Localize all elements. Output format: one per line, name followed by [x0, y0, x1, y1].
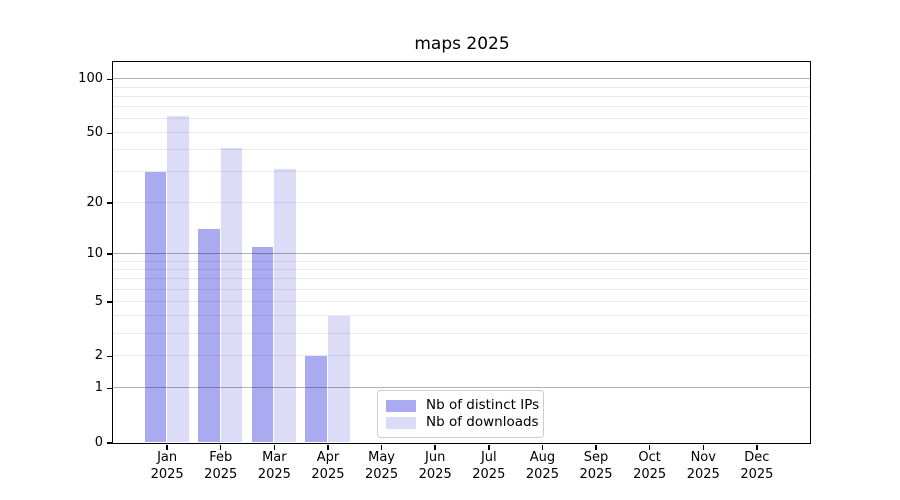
legend-label-downloads: Nb of downloads — [426, 414, 539, 430]
x-tick-mark — [327, 444, 329, 450]
gridline-minor — [113, 202, 810, 204]
x-tick-label-may: May 2025 — [365, 450, 399, 482]
x-tick-label-aug: Aug 2025 — [525, 450, 559, 482]
legend-swatch-downloads — [386, 416, 416, 429]
bar-downloads-jan — [167, 116, 189, 443]
gridline-minor — [113, 171, 810, 173]
x-tick-label-jul: Jul 2025 — [472, 450, 506, 482]
x-tick-mark — [541, 444, 544, 450]
x-tick-label-nov: Nov 2025 — [686, 450, 720, 482]
y-tick-label: 100 — [78, 71, 103, 87]
x-tick-mark — [488, 444, 490, 450]
x-tick-label-apr: Apr 2025 — [311, 450, 345, 482]
bar-distinct-ips-mar — [251, 246, 274, 443]
y-tick-mark — [106, 253, 113, 255]
x-tick-label-oct: Oct 2025 — [633, 450, 667, 482]
plot-area — [112, 60, 811, 444]
gridline-minor — [113, 86, 810, 88]
y-tick-mark — [106, 202, 113, 204]
bar-distinct-ips-feb — [198, 229, 220, 443]
x-tick-mark — [434, 444, 436, 450]
y-tick-mark — [106, 387, 113, 390]
y-tick-label: 1 — [94, 380, 103, 396]
x-tick-label-jun: Jun 2025 — [418, 450, 452, 482]
legend-item-downloads: Nb of downloads — [386, 414, 539, 431]
x-tick-mark — [648, 444, 651, 450]
gridline-minor — [113, 149, 810, 151]
bar-distinct-ips-jan — [144, 171, 166, 443]
x-tick-mark — [380, 444, 383, 450]
bar-distinct-ips-apr — [305, 355, 327, 443]
bar-downloads-mar — [274, 169, 296, 443]
x-tick-label-jan: Jan 2025 — [150, 450, 184, 482]
bar-downloads-apr — [328, 315, 350, 443]
x-tick-mark — [756, 444, 758, 450]
x-tick-label-feb: Feb 2025 — [204, 450, 238, 482]
x-tick-mark — [273, 444, 276, 450]
y-tick-mark — [106, 301, 113, 303]
y-tick-mark — [106, 442, 113, 444]
y-tick-label: 0 — [94, 435, 103, 450]
gridline-minor — [113, 118, 810, 120]
x-tick-label-mar: Mar 2025 — [257, 450, 291, 482]
chart-title: maps 2025 — [414, 34, 510, 54]
legend-item-distinct-ips: Nb of distinct IPs — [386, 397, 539, 414]
x-tick-mark — [219, 444, 222, 450]
gridline-minor — [113, 132, 810, 134]
gridline-minor — [113, 106, 810, 108]
x-tick-label-sep: Sep 2025 — [579, 450, 613, 482]
legend: Nb of distinct IPs Nb of downloads — [377, 390, 544, 438]
y-tick-label: 20 — [86, 195, 103, 211]
x-tick-mark — [595, 444, 597, 450]
legend-label-distinct-ips: Nb of distinct IPs — [426, 397, 540, 413]
y-tick-label: 2 — [94, 348, 103, 364]
y-tick-label: 5 — [94, 293, 103, 309]
y-tick-mark — [106, 132, 113, 134]
x-tick-mark — [702, 444, 705, 450]
y-tick-mark — [106, 355, 113, 358]
x-tick-mark — [166, 444, 168, 450]
y-tick-label: 50 — [86, 125, 103, 141]
legend-swatch-distinct-ips — [386, 399, 416, 412]
gridline-major — [113, 78, 810, 80]
x-tick-label-dec: Dec 2025 — [740, 450, 774, 482]
bar-downloads-feb — [220, 148, 243, 443]
y-tick-label: 10 — [86, 246, 103, 262]
gridline-minor — [113, 95, 810, 97]
y-tick-mark — [106, 78, 113, 81]
